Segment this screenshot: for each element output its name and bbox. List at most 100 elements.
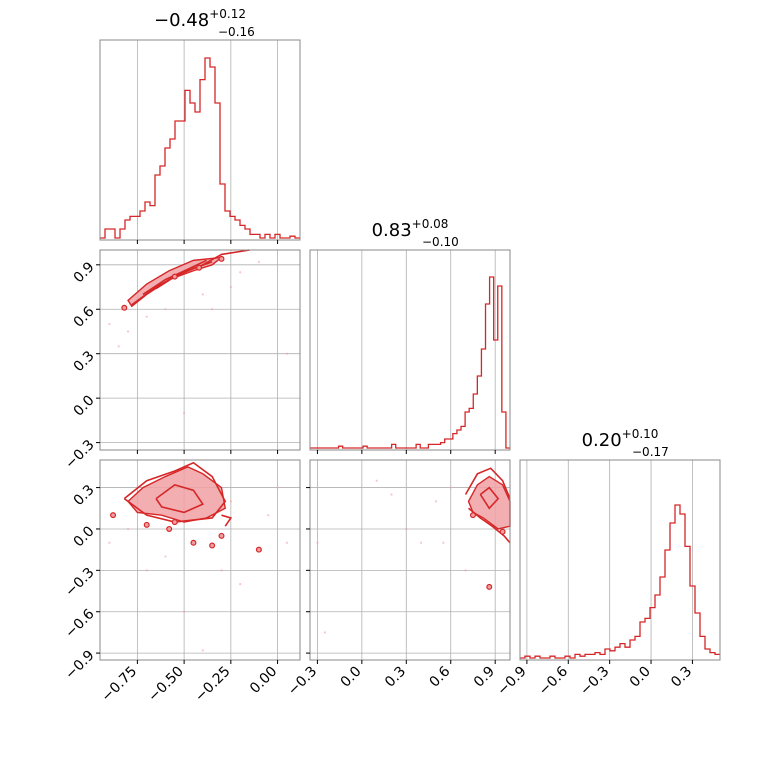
scatter-point bbox=[442, 541, 445, 544]
x-tick-label: 0.00 bbox=[247, 664, 280, 697]
contour-blob bbox=[209, 542, 216, 549]
contour-blob bbox=[166, 525, 173, 532]
title-minus: −0.17 bbox=[632, 445, 669, 459]
panel-r2-c0: −0.75 −0.50 −0.25 0.00 −0.9 −0.6 −0.3 0.0 0.3 bbox=[62, 459, 301, 706]
contour-blob bbox=[190, 539, 197, 546]
x-tick-label: 0.0 bbox=[627, 664, 654, 691]
scatter-point bbox=[375, 479, 378, 482]
x-tick-label: −0.9 bbox=[494, 664, 529, 699]
y-tick-label: 0.9 bbox=[71, 259, 98, 286]
contour-blob bbox=[469, 512, 476, 519]
scatter-point bbox=[117, 345, 120, 348]
title-plus: +0.12 bbox=[209, 7, 246, 21]
title-plus: +0.10 bbox=[622, 427, 659, 441]
title-minus: −0.16 bbox=[218, 25, 255, 39]
x-tick-label: 0.3 bbox=[382, 664, 409, 691]
title-value: −0.48 bbox=[154, 10, 209, 31]
scatter-point bbox=[229, 500, 232, 503]
scatter-point bbox=[239, 271, 242, 274]
scatter-point bbox=[239, 583, 242, 586]
x-tick-label: 0.9 bbox=[471, 664, 498, 691]
scatter-point bbox=[145, 315, 148, 318]
contour-line bbox=[155, 483, 205, 514]
y-tick-label: 0.0 bbox=[71, 392, 98, 419]
scatter-point bbox=[201, 293, 204, 296]
scatter-point bbox=[164, 308, 167, 311]
x-tick-label: −0.75 bbox=[99, 664, 141, 706]
scatter-point bbox=[267, 514, 270, 517]
title-minus: −0.10 bbox=[422, 235, 459, 249]
panel-frame bbox=[99, 459, 301, 661]
contour-blob bbox=[486, 583, 493, 590]
scatter-point bbox=[201, 649, 204, 652]
contour-line bbox=[221, 514, 233, 527]
scatter-point bbox=[126, 527, 130, 531]
histogram-0 bbox=[100, 57, 300, 239]
scatter-point bbox=[229, 285, 232, 289]
panel-r1-c0: −0.3 0.0 0.3 0.6 0.9 bbox=[62, 249, 301, 472]
contour-blob bbox=[196, 264, 203, 271]
contour-line bbox=[131, 249, 250, 306]
x-tick-label: −0.25 bbox=[192, 664, 234, 706]
scatter-point bbox=[276, 486, 279, 489]
y-tick-label: −0.3 bbox=[62, 437, 97, 472]
title-plus: +0.08 bbox=[412, 217, 449, 231]
panel-frame bbox=[99, 249, 301, 451]
contour-line bbox=[479, 486, 500, 510]
scatter-point bbox=[285, 352, 289, 355]
x-tick-label: −0.50 bbox=[145, 664, 187, 706]
contour-line bbox=[123, 461, 227, 523]
contour-line bbox=[464, 467, 511, 499]
y-tick-label: −0.3 bbox=[62, 565, 97, 600]
panel-r2-c1: −0.3 0.0 0.3 0.6 0.9 bbox=[285, 459, 511, 699]
contour-blob bbox=[171, 273, 178, 280]
panel-frame bbox=[519, 459, 721, 661]
scatter-point bbox=[405, 527, 408, 531]
scatter-point bbox=[390, 493, 393, 496]
scatter-point bbox=[464, 569, 467, 572]
scatter-point bbox=[183, 610, 186, 613]
contour-line bbox=[468, 507, 511, 544]
scatter-point bbox=[449, 486, 452, 489]
contour-blob bbox=[110, 512, 117, 519]
title-value: 0.83 bbox=[372, 220, 412, 241]
histogram-2 bbox=[520, 504, 720, 659]
contour-blob bbox=[121, 304, 128, 311]
contour-blob bbox=[171, 519, 178, 526]
contour-line bbox=[155, 261, 213, 290]
scatter-point bbox=[434, 500, 438, 503]
scatter-point bbox=[183, 411, 186, 415]
scatter-point bbox=[126, 330, 130, 333]
scatter-point bbox=[316, 541, 319, 544]
x-tick-label: 0.0 bbox=[338, 664, 365, 691]
contour-blob bbox=[143, 521, 150, 528]
x-tick-label: 0.6 bbox=[427, 663, 454, 690]
contour-blob bbox=[218, 532, 225, 539]
scatter-point bbox=[145, 569, 148, 572]
title-value: 0.20 bbox=[582, 430, 622, 451]
contour-blob bbox=[255, 546, 262, 553]
x-tick-label: −0.6 bbox=[536, 663, 571, 698]
panel-title-0: −0.48+0.12 bbox=[154, 7, 246, 31]
panel-r2-c2: 0.20+0.10−0.17−0.9 −0.6 −0.3 0.0 0.3 bbox=[494, 427, 721, 699]
scatter-point bbox=[285, 541, 289, 544]
panel-title-1: 0.83+0.08 bbox=[372, 217, 449, 241]
contour-blob bbox=[499, 528, 506, 535]
y-tick-label: 0.0 bbox=[71, 523, 98, 550]
y-tick-label: 0.6 bbox=[71, 304, 98, 331]
x-tick-label: −0.3 bbox=[285, 664, 320, 699]
panel-frame bbox=[99, 39, 301, 241]
scatter-point bbox=[220, 569, 223, 572]
scatter-point bbox=[164, 555, 167, 558]
scatter-point bbox=[211, 308, 214, 311]
scatter-point bbox=[257, 260, 260, 263]
scatter-point bbox=[108, 322, 111, 326]
scatter-point bbox=[108, 541, 111, 544]
x-tick-label: 0.3 bbox=[668, 664, 695, 691]
scatter-point bbox=[323, 631, 326, 634]
panel-frame bbox=[309, 249, 511, 451]
y-tick-label: 0.3 bbox=[71, 482, 98, 509]
panel-title-2: 0.20+0.10 bbox=[582, 427, 659, 451]
panel-r0-c0: −0.48+0.12−0.16 bbox=[99, 7, 301, 244]
